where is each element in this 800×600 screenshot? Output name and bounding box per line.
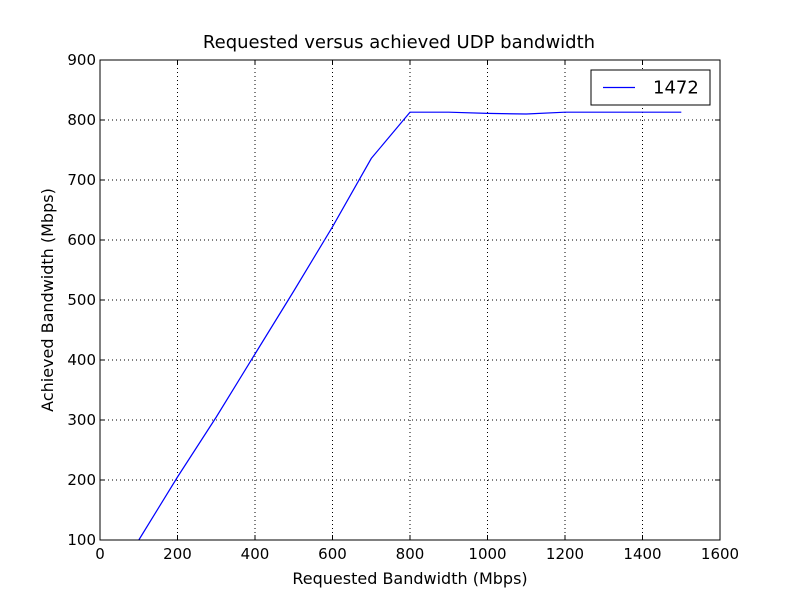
y-tick-label: 300 (67, 411, 96, 429)
x-axis-label: Requested Bandwidth (Mbps) (292, 569, 527, 588)
y-tick-label: 200 (67, 471, 96, 489)
y-axis-label: Achieved Bandwidth (Mbps) (38, 188, 57, 412)
y-tick-label: 400 (67, 351, 96, 369)
y-tick-label: 600 (67, 231, 96, 249)
x-tick-label: 1200 (546, 545, 584, 563)
x-tick-label: 400 (241, 545, 270, 563)
chart-title: Requested versus achieved UDP bandwidth (203, 32, 595, 53)
grid-lines (99, 59, 721, 541)
x-tick-label: 1000 (468, 545, 506, 563)
x-tick-label: 600 (318, 545, 347, 563)
x-tick-label: 800 (396, 545, 425, 563)
legend-label: 1472 (653, 78, 699, 99)
series-layer (138, 111, 682, 541)
y-tick-label: 500 (67, 291, 96, 309)
axis-ticks: 0 200 400 600 800 1000 1200 1400 1600 100 200 300 40… (67, 51, 739, 563)
y-tick-label: 900 (67, 51, 96, 69)
x-tick-label: 200 (163, 545, 192, 563)
legend: 1472 (590, 69, 711, 106)
x-tick-label: 0 (95, 545, 105, 563)
x-tick-label: 1400 (623, 545, 661, 563)
y-tick-label: 700 (67, 171, 96, 189)
y-tick-label: 100 (67, 531, 96, 549)
x-tick-label: 1600 (701, 545, 739, 563)
series-line (138, 111, 682, 541)
y-tick-label: 800 (67, 111, 96, 129)
